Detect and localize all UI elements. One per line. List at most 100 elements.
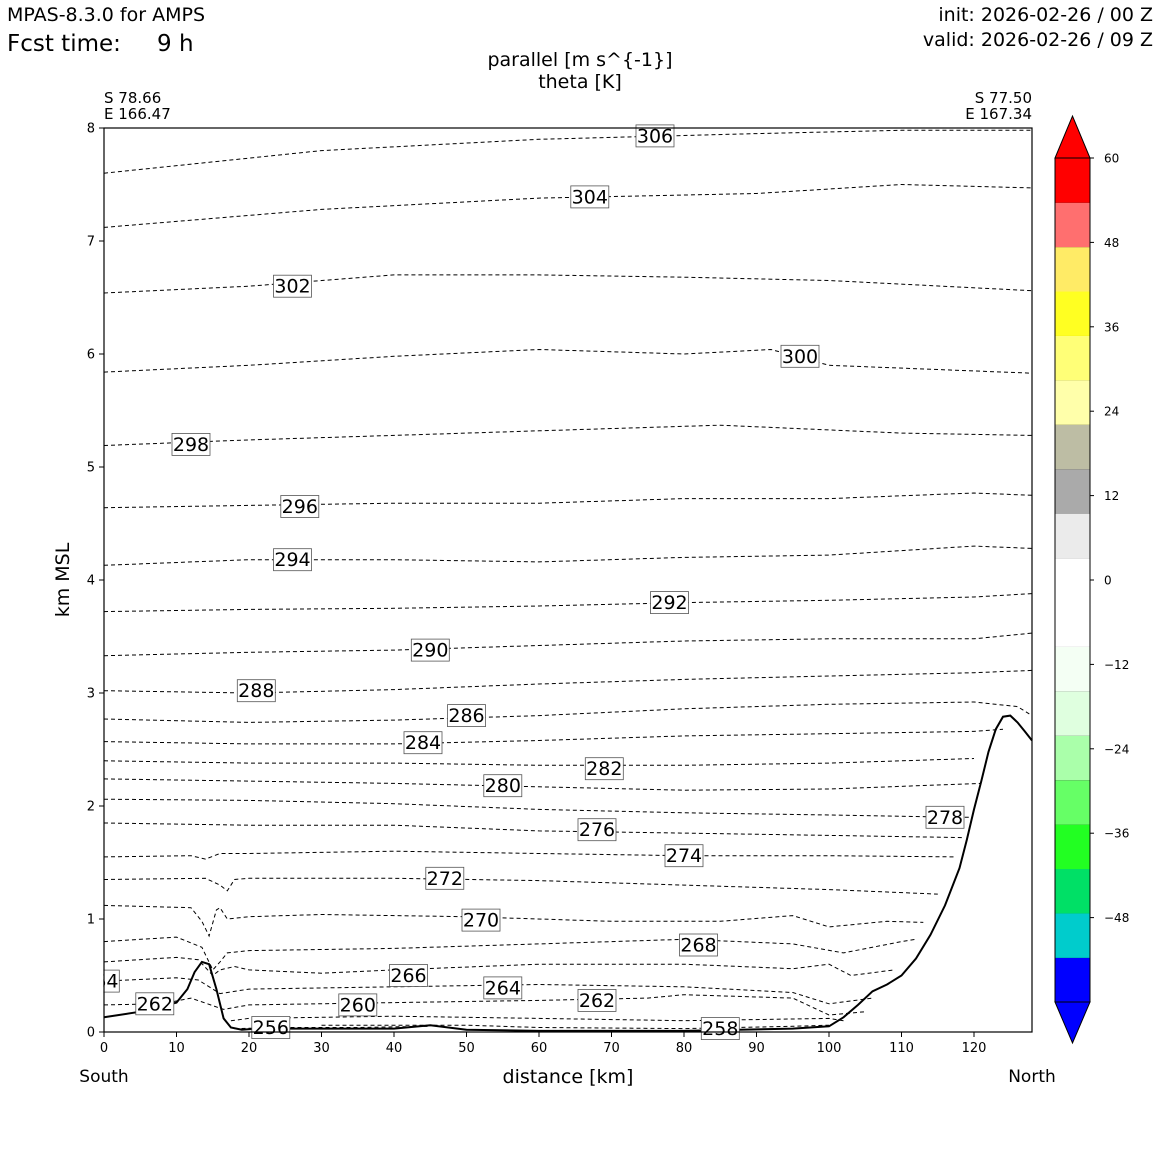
theta-contour-284 — [103, 728, 1004, 745]
colorbar-tick-label-8: −36 — [1104, 827, 1129, 841]
contour-label-extra-1-box — [135, 992, 175, 1016]
terrain-line — [103, 714, 1033, 1032]
y-tick-label-3: 3 — [87, 687, 95, 702]
plot-title-line1: parallel [m s^{-1}] — [487, 49, 673, 71]
contour-label-290-box — [410, 638, 450, 662]
theta-contour-306 — [103, 129, 1032, 174]
colorbar-tick-label-6: −12 — [1104, 658, 1129, 672]
y-tick-label-5: 5 — [87, 461, 95, 476]
model-title: MPAS-8.3.0 for AMPS — [7, 4, 206, 26]
contour-label-282-box — [584, 757, 624, 781]
colorbar-tick-label-4: 12 — [1104, 489, 1119, 503]
x-tick-label-0: 0 — [100, 1041, 108, 1056]
contour-label-300-box — [780, 344, 820, 368]
x-tick-label-100: 100 — [817, 1041, 842, 1056]
contour-label-288: 288 — [238, 680, 274, 702]
colorbar-segment-7 — [1055, 646, 1090, 692]
contour-label-264: 264 — [485, 977, 521, 999]
contour-label-286: 286 — [448, 705, 484, 727]
contour-label-284: 284 — [405, 732, 441, 754]
contour-label-282: 282 — [586, 758, 622, 780]
valid-time: valid: 2026-02-26 / 09 Z — [922, 29, 1153, 51]
plot-frame — [103, 127, 1033, 1033]
contour-label-258-box — [700, 1017, 740, 1040]
contour-label-extra-1: 262 — [137, 993, 173, 1015]
x-tick-label-70: 70 — [603, 1041, 620, 1056]
colorbar-segment-15 — [1055, 291, 1090, 336]
theta-contour-256 — [234, 1025, 431, 1030]
contour-label-284-box — [403, 731, 443, 755]
contour-label-256: 256 — [253, 1017, 289, 1039]
contour-label-268: 268 — [680, 935, 716, 957]
colorbar-segment-4 — [1055, 779, 1090, 825]
colorbar-extend-low — [1054, 1001, 1091, 1045]
contour-label-302: 302 — [274, 276, 310, 298]
theta-contour-270 — [103, 904, 924, 938]
x-axis: 0 10 20 30 40 50 60 70 80 90 100 110 120 — [100, 1032, 986, 1056]
colorbar-tick-label-5: 0 — [1104, 574, 1112, 588]
contour-label-300: 300 — [782, 346, 818, 368]
y-tick-label-8: 8 — [87, 122, 95, 137]
x-tick-label-90: 90 — [748, 1041, 765, 1056]
x-tick-label-10: 10 — [168, 1041, 185, 1056]
contour-label-266: 266 — [390, 965, 426, 987]
x-tick-label-40: 40 — [386, 1041, 403, 1056]
colorbar-segment-3 — [1055, 824, 1090, 870]
theta-contour-300 — [103, 348, 1033, 374]
north-label: North — [1008, 1067, 1056, 1087]
y-axis: 0 1 2 3 4 5 6 7 8 — [87, 122, 104, 1041]
colorbar-tick-label-2: 36 — [1104, 320, 1119, 334]
theta-contour-268 — [103, 936, 917, 971]
contour-label-306-box — [635, 124, 675, 148]
theta-contour-258 — [321, 1024, 830, 1030]
contour-label-274-box — [664, 844, 704, 868]
contour-label-294: 294 — [274, 549, 310, 571]
x-tick-label-80: 80 — [676, 1041, 693, 1056]
contour-label-286-box — [447, 704, 486, 727]
colorbar-tick-label-9: −48 — [1104, 911, 1129, 925]
terrain-layer — [103, 714, 1033, 1032]
theta-contour-260 — [230, 1015, 844, 1022]
colorbar-segment-0 — [1055, 957, 1090, 1003]
contour-label-304-box — [570, 185, 610, 209]
theta-contour-292 — [103, 593, 1033, 613]
theta-contour-276 — [103, 822, 964, 839]
colorbar-segment-8 — [1055, 602, 1090, 647]
contour-label-260: 260 — [340, 994, 376, 1016]
contour-label-306: 306 — [637, 125, 673, 147]
contour-label-256-box — [251, 1016, 291, 1039]
right-end-latitude: S 77.50 — [974, 89, 1032, 107]
theta-contour-282 — [103, 758, 975, 766]
contour-label-262: 262 — [579, 990, 615, 1012]
x-tick-label-30: 30 — [313, 1041, 330, 1056]
contour-label-262-box — [577, 989, 617, 1012]
contour-label-276: 276 — [579, 819, 615, 841]
y-tick-label-0: 0 — [87, 1026, 95, 1041]
colorbar-tick-label-7: −24 — [1104, 742, 1129, 756]
colorbar-tick-label-3: 24 — [1104, 405, 1119, 419]
colorbar-segment-17 — [1055, 202, 1090, 248]
theta-contours — [103, 129, 1033, 1030]
y-axis-label: km MSL — [52, 542, 74, 617]
colorbar-segment-12 — [1055, 424, 1090, 470]
x-tick-label-60: 60 — [531, 1041, 548, 1056]
colorbar-extend-high — [1054, 114, 1091, 159]
theta-contour-298 — [103, 424, 1033, 446]
contour-label-274: 274 — [666, 845, 702, 867]
contour-label-278: 278 — [927, 807, 963, 829]
contour-label-298-box — [171, 432, 211, 456]
contour-label-260-box — [338, 993, 378, 1017]
contour-label-292-box — [650, 591, 689, 614]
colorbar-tick-label-1: 48 — [1104, 236, 1119, 250]
colorbar-segment-18 — [1055, 158, 1090, 203]
theta-contour-274 — [103, 850, 956, 860]
left-end-latitude: S 78.66 — [104, 89, 162, 107]
y-tick-label-2: 2 — [87, 800, 95, 815]
colorbar-segment-11 — [1055, 468, 1090, 514]
theta-contour-278 — [103, 798, 971, 818]
contour-label-302-box — [273, 274, 312, 298]
theta-contour-296 — [103, 492, 1033, 509]
contour-label-290: 290 — [412, 640, 448, 662]
contour-label-280: 280 — [485, 775, 521, 797]
